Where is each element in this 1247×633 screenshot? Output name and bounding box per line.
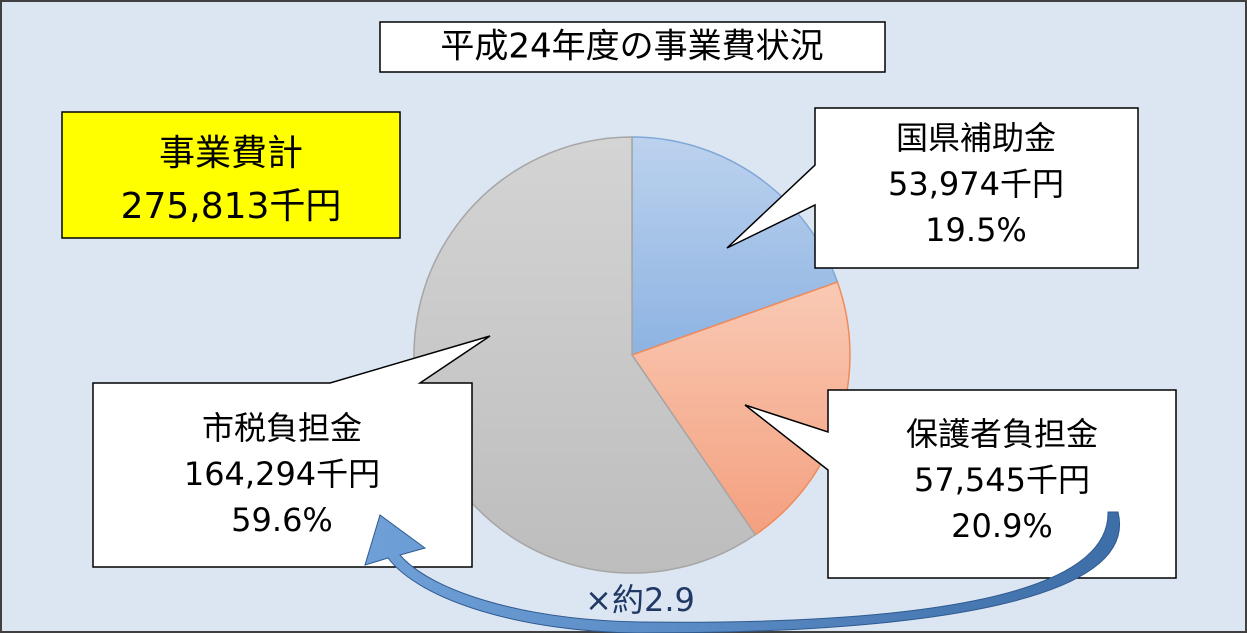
title-box [379, 21, 886, 73]
callout-box [92, 335, 491, 568]
slice-label: 市税負担金 [202, 409, 362, 447]
total-label: 事業費計 [159, 133, 303, 174]
ratio-arrow [364, 511, 1121, 633]
value-label: 53,974千円 [888, 165, 1064, 203]
pie [413, 136, 851, 574]
callout-box [726, 107, 1139, 269]
percent-label: 20.9% [951, 507, 1053, 545]
slice-label: 保護者負担金 [906, 415, 1098, 453]
percent-label: 19.5% [925, 211, 1027, 249]
chart-title: 平成24年度の事業費状況 [440, 27, 823, 67]
total-box [61, 111, 401, 239]
callout-box [744, 389, 1177, 579]
slice-label: 国県補助金 [896, 119, 1056, 157]
annotation: ×約2.9 [585, 581, 695, 619]
value-label: 164,294千円 [184, 455, 380, 493]
percent-label: 59.6% [231, 501, 333, 539]
total-value: 275,813千円 [121, 186, 342, 227]
value-label: 57,545千円 [914, 461, 1090, 499]
